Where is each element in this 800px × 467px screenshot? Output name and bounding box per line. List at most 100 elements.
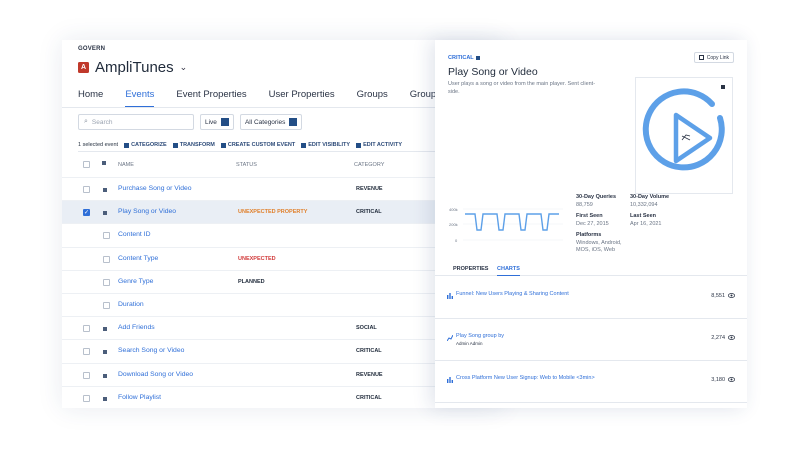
header-name[interactable]: NAME bbox=[118, 162, 134, 168]
table-row[interactable]: Purchase Song or Video REVENUE bbox=[62, 177, 502, 200]
categorize-icon bbox=[124, 142, 130, 148]
row-checkbox[interactable] bbox=[103, 278, 110, 286]
live-filter-label: Live bbox=[205, 118, 217, 126]
create-custom-event-button[interactable]: CREATE CUSTOM EVENT bbox=[220, 142, 296, 148]
table-row[interactable]: Follow Playlist CRITICAL bbox=[62, 385, 502, 408]
tab-home[interactable]: Home bbox=[78, 89, 104, 100]
row-checkbox[interactable] bbox=[103, 301, 110, 309]
table-row[interactable]: Duration bbox=[62, 292, 502, 316]
event-name-link[interactable]: Follow Playlist bbox=[118, 393, 162, 401]
property-name-link[interactable]: Content ID bbox=[118, 231, 151, 239]
eye-icon bbox=[728, 335, 735, 340]
copy-link-button[interactable]: Copy Link bbox=[693, 52, 734, 63]
stat-first-seen-label: First Seen bbox=[576, 213, 603, 219]
edit-visibility-button[interactable]: EDIT VISIBILITY bbox=[301, 142, 350, 148]
selection-count: 1 selected event bbox=[78, 142, 119, 148]
row-checkbox[interactable] bbox=[83, 348, 90, 356]
chart-owner: Admin Admin bbox=[456, 341, 483, 346]
property-name-link[interactable]: Duration bbox=[118, 300, 144, 308]
row-marker-icon bbox=[103, 373, 107, 378]
table-header: NAME STATUS CATEGORY bbox=[78, 158, 502, 172]
categorize-button[interactable]: CATEGORIZE bbox=[124, 142, 167, 148]
bar-chart-icon bbox=[447, 377, 453, 383]
table-row[interactable]: Download Song or Video REVENUE bbox=[62, 362, 502, 386]
chart-title-link[interactable]: Cross Platform New User Signup: Web to M… bbox=[456, 375, 595, 381]
categorize-label: CATEGORIZE bbox=[131, 142, 167, 148]
edit-activity-icon bbox=[356, 142, 362, 148]
stat-volume-value: 10,332,094 bbox=[630, 202, 658, 208]
transform-icon bbox=[172, 142, 178, 148]
transform-button[interactable]: TRANSFORM bbox=[172, 142, 215, 148]
charts-list: Funnel: New Users Playing & Sharing Cont… bbox=[435, 277, 747, 403]
row-checkbox[interactable] bbox=[83, 325, 90, 333]
property-name-link[interactable]: Genre Type bbox=[118, 277, 154, 285]
category-label: REVENUE bbox=[356, 186, 383, 192]
edit-activity-label: EDIT ACTIVITY bbox=[363, 142, 402, 148]
category-tag[interactable]: CRITICAL bbox=[448, 55, 480, 61]
tab-properties[interactable]: PROPERTIES bbox=[453, 266, 489, 272]
transform-label: TRANSFORM bbox=[179, 142, 215, 148]
edit-visibility-icon bbox=[301, 142, 307, 148]
category-label: CRITICAL bbox=[356, 209, 382, 216]
row-checkbox[interactable] bbox=[83, 394, 90, 402]
stat-volume: 30-Day Volume 10,332,094 bbox=[630, 194, 686, 209]
tab-events[interactable]: Events bbox=[125, 89, 155, 108]
artwork-menu-icon[interactable] bbox=[721, 85, 725, 89]
tab-groups[interactable]: Groups bbox=[356, 89, 388, 100]
play-button-icon bbox=[642, 88, 725, 171]
chart-list-item[interactable]: Cross Platform New User Signup: Web to M… bbox=[435, 361, 747, 403]
tab-charts[interactable]: CHARTS bbox=[497, 266, 520, 276]
chart-title-link[interactable]: Funnel: New Users Playing & Sharing Cont… bbox=[456, 291, 569, 297]
row-checkbox[interactable] bbox=[83, 186, 90, 193]
table-row[interactable]: ✓ Play Song or Video UNEXPECTED PROPERTY CR… bbox=[62, 200, 502, 224]
edit-visibility-label: EDIT VISIBILITY bbox=[308, 142, 351, 148]
search-input[interactable]: ⌕ Search bbox=[78, 114, 194, 130]
line-chart-icon bbox=[447, 335, 453, 341]
event-artwork bbox=[635, 77, 733, 194]
stat-queries: 30-Day Queries 88,759 bbox=[576, 194, 632, 209]
category-label: REVENUE bbox=[356, 371, 383, 378]
event-name-link[interactable]: Search Song or Video bbox=[118, 347, 185, 355]
row-checkbox[interactable] bbox=[103, 232, 110, 240]
stat-queries-value: 88,759 bbox=[576, 202, 593, 208]
category-label: CRITICAL bbox=[356, 348, 382, 355]
create-custom-event-label: CREATE CUSTOM EVENT bbox=[227, 142, 296, 148]
chart-list-item[interactable]: Play Song group by Admin Admin 2,274 bbox=[435, 319, 747, 361]
bulk-action-bar: 1 selected event CATEGORIZE TRANSFORM CR… bbox=[78, 139, 502, 152]
event-name-link[interactable]: Purchase Song or Video bbox=[118, 185, 192, 192]
category-filter-label: All Categories bbox=[244, 118, 286, 126]
row-checkbox[interactable] bbox=[83, 371, 90, 379]
category-filter-button[interactable]: All Categories bbox=[239, 114, 303, 130]
select-all-checkbox[interactable] bbox=[83, 161, 90, 168]
tab-user-properties[interactable]: User Properties bbox=[268, 89, 335, 100]
spark-tick-top: 400k bbox=[449, 207, 458, 212]
table-row[interactable]: Content Type UNEXPECTED bbox=[62, 246, 502, 270]
edit-activity-button[interactable]: EDIT ACTIVITY bbox=[356, 142, 402, 148]
category-label: SOCIAL bbox=[356, 325, 377, 332]
event-name-link[interactable]: Add Friends bbox=[118, 324, 155, 332]
app-switcher[interactable]: A AmpliTunes ⌄ bbox=[78, 59, 187, 76]
header-category[interactable]: CATEGORY bbox=[354, 162, 385, 168]
stat-last-seen-value: Apr 16, 2021 bbox=[630, 221, 662, 227]
chart-list-item[interactable]: Funnel: New Users Playing & Sharing Cont… bbox=[435, 277, 747, 319]
stat-first-seen-value: Dec 27, 2015 bbox=[576, 221, 609, 227]
header-status[interactable]: STATUS bbox=[236, 162, 257, 168]
row-checkbox[interactable]: ✓ bbox=[83, 209, 90, 217]
chart-title-link[interactable]: Play Song group by bbox=[456, 333, 505, 339]
live-toggle-icon bbox=[220, 118, 229, 126]
row-checkbox[interactable] bbox=[103, 255, 110, 263]
property-name-link[interactable]: Content Type bbox=[118, 254, 159, 262]
live-filter-button[interactable]: Live bbox=[200, 114, 234, 130]
detail-tabs: PROPERTIES CHARTS bbox=[435, 262, 747, 276]
table-row[interactable]: Search Song or Video CRITICAL bbox=[62, 339, 502, 362]
event-name-link[interactable]: Download Song or Video bbox=[118, 370, 194, 378]
table-row[interactable]: Add Friends SOCIAL bbox=[62, 316, 502, 339]
stat-platforms-value: Windows, Android, MOS, iOS, Web bbox=[576, 240, 622, 253]
table-row[interactable]: Content ID bbox=[62, 223, 502, 246]
bar-chart-icon bbox=[447, 293, 453, 299]
tab-event-properties[interactable]: Event Properties bbox=[176, 89, 247, 100]
search-icon: ⌕ bbox=[84, 118, 88, 125]
table-row[interactable]: Genre Type PLANNED bbox=[62, 269, 502, 293]
event-description: User plays a song or video from the main… bbox=[448, 81, 596, 95]
event-name-link[interactable]: Play Song or Video bbox=[118, 208, 177, 216]
